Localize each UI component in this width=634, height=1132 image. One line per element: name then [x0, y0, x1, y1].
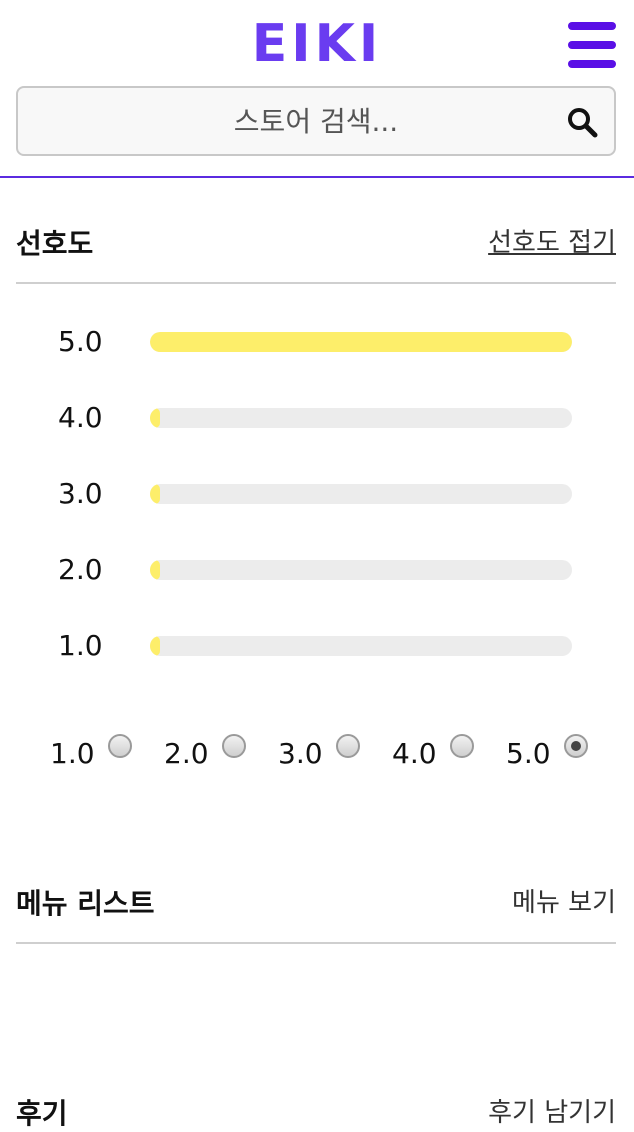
rating-row: 3.0 [0, 474, 634, 514]
review-title: 후기 [16, 1097, 68, 1130]
rating-option-label: 4.0 [392, 737, 437, 770]
menu-list-title: 메뉴 리스트 [16, 887, 155, 920]
preference-title: 선호도 [16, 227, 94, 260]
rating-option-label: 1.0 [50, 737, 95, 770]
rating-row: 2.0 [0, 550, 634, 590]
radio-button[interactable] [108, 734, 132, 758]
app-header: EIKI [0, 0, 634, 178]
rating-bar-track [150, 636, 572, 656]
radio-button[interactable] [222, 734, 246, 758]
rating-bar-fill [150, 408, 160, 428]
menu-list-header: 메뉴 리스트 메뉴 보기 [16, 874, 616, 934]
view-menu-link[interactable]: 메뉴 보기 [512, 888, 616, 918]
menu-bar [568, 22, 616, 30]
rating-option-label: 3.0 [278, 737, 323, 770]
rating-bar-fill [150, 560, 160, 580]
radio-button[interactable] [564, 734, 588, 758]
rating-row: 1.0 [0, 626, 634, 666]
menu-bar [568, 41, 616, 49]
rating-label: 4.0 [58, 401, 103, 434]
search-input[interactable] [18, 88, 614, 154]
rating-label: 1.0 [58, 629, 103, 662]
collapse-preference-link[interactable]: 선호도 접기 [488, 228, 616, 258]
rating-option-2[interactable]: 2.0 [164, 728, 254, 778]
preference-header: 선호도 선호도 접기 [16, 214, 616, 274]
logo[interactable]: EIKI [251, 14, 383, 74]
rating-label: 5.0 [58, 325, 103, 358]
rating-label: 2.0 [58, 553, 103, 586]
radio-button[interactable] [336, 734, 360, 758]
rating-bar-track [150, 332, 572, 352]
search-box [16, 86, 616, 156]
rating-option-4[interactable]: 4.0 [392, 728, 482, 778]
rating-option-5[interactable]: 5.0 [506, 728, 596, 778]
rating-radio-group: 1.0 2.0 3.0 4.0 5.0 [0, 728, 634, 778]
rating-label: 3.0 [58, 477, 103, 510]
rating-option-3[interactable]: 3.0 [278, 728, 368, 778]
hamburger-menu-icon[interactable] [568, 22, 616, 68]
radio-button[interactable] [450, 734, 474, 758]
rating-bar-fill [150, 332, 572, 352]
rating-row: 4.0 [0, 398, 634, 438]
rating-bar-track [150, 408, 572, 428]
leave-review-link[interactable]: 후기 남기기 [488, 1098, 616, 1128]
rating-bar-fill [150, 484, 160, 504]
review-header: 후기 후기 남기기 [16, 1084, 616, 1132]
rating-option-label: 5.0 [506, 737, 551, 770]
menu-bar [568, 60, 616, 68]
divider [16, 282, 616, 284]
rating-bar-track [150, 560, 572, 580]
rating-option-1[interactable]: 1.0 [50, 728, 140, 778]
rating-bar-track [150, 484, 572, 504]
search-icon[interactable] [566, 106, 598, 138]
divider [16, 942, 616, 944]
rating-row: 5.0 [0, 322, 634, 362]
rating-bar-fill [150, 636, 160, 656]
rating-option-label: 2.0 [164, 737, 209, 770]
